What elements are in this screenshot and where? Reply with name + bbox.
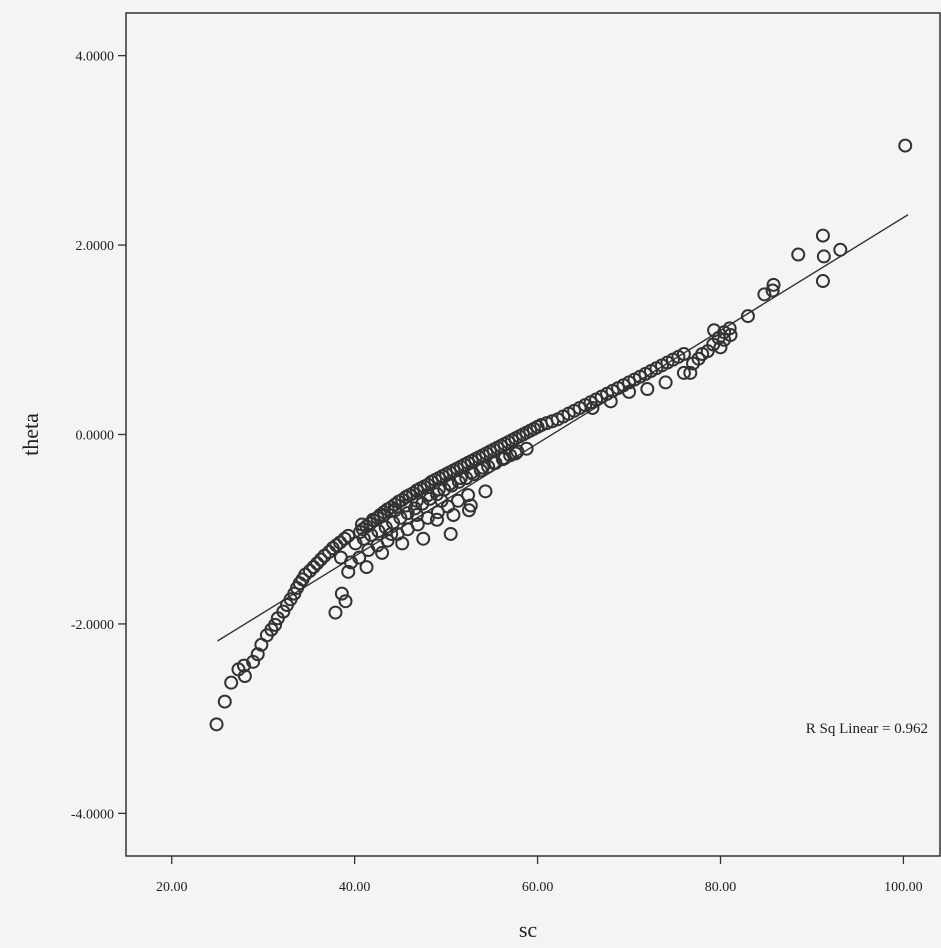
y-tick-label: 0.0000: [76, 429, 115, 444]
data-point: [519, 441, 534, 456]
data-point: [338, 594, 353, 609]
x-tick-label: 20.00: [156, 880, 188, 895]
data-point: [384, 526, 399, 541]
y-tick-label: -4.0000: [71, 807, 114, 822]
data-point: [276, 604, 291, 619]
data-point: [224, 675, 239, 690]
data-point: [585, 400, 600, 415]
data-point: [463, 498, 478, 513]
data-point: [246, 654, 261, 669]
x-tick-label: 40.00: [339, 880, 371, 895]
data-point: [740, 309, 755, 324]
data-point: [603, 394, 618, 409]
data-point: [356, 531, 371, 546]
x-tick-label: 80.00: [705, 880, 737, 895]
data-point: [409, 493, 424, 508]
data-point: [766, 277, 781, 292]
data-point: [453, 471, 468, 486]
y-tick-label: 2.0000: [76, 239, 115, 254]
data-point: [416, 531, 431, 546]
data-point: [409, 508, 424, 523]
data-point: [375, 545, 390, 560]
data-point: [236, 658, 251, 673]
data-point: [395, 536, 410, 551]
r-squared-annotation: R Sq Linear = 0.962: [806, 721, 928, 737]
points-layer: [209, 138, 913, 732]
data-point: [713, 340, 728, 355]
data-point: [341, 528, 356, 543]
data-point: [359, 560, 374, 575]
data-point: [622, 384, 637, 399]
data-point: [442, 476, 457, 491]
data-point: [302, 563, 317, 578]
data-point: [329, 538, 344, 553]
data-point: [722, 321, 737, 336]
data-point: [816, 249, 831, 264]
data-point: [341, 564, 356, 579]
x-axis-title: sc: [519, 917, 538, 942]
data-point: [443, 526, 458, 541]
data-point: [478, 484, 493, 499]
data-point: [268, 617, 283, 632]
data-point: [400, 506, 415, 521]
x-tick-label: 60.00: [522, 880, 554, 895]
data-point: [833, 242, 848, 257]
data-point: [723, 328, 738, 343]
y-tick-label: 4.0000: [76, 50, 115, 65]
regression-line: [217, 214, 909, 642]
data-point: [434, 493, 449, 508]
data-point: [306, 560, 321, 575]
x-tick-label: 100.00: [884, 880, 923, 895]
data-point: [237, 669, 252, 684]
y-axis-title: theta: [18, 413, 43, 456]
data-point: [791, 247, 806, 262]
data-point: [209, 717, 224, 732]
y-tick-label: -2.0000: [71, 618, 114, 633]
data-point: [765, 283, 780, 298]
data-point: [676, 365, 691, 380]
fit-layer: [217, 214, 909, 642]
data-point: [898, 138, 913, 153]
data-point: [410, 517, 425, 532]
data-point: [371, 524, 386, 539]
data-point: [510, 444, 525, 459]
data-point: [217, 694, 232, 709]
data-point: [364, 527, 379, 542]
data-point: [815, 228, 830, 243]
data-point: [420, 488, 435, 503]
data-point: [380, 533, 395, 548]
data-point: [658, 375, 673, 390]
data-point: [328, 605, 343, 620]
data-point: [444, 478, 459, 493]
data-point: [446, 508, 461, 523]
data-point: [313, 552, 328, 567]
data-point: [676, 346, 691, 361]
data-point: [408, 501, 423, 516]
data-point: [815, 274, 830, 289]
data-point: [352, 550, 367, 565]
data-point: [310, 556, 325, 571]
data-point: [466, 467, 481, 482]
data-point: [757, 287, 772, 302]
data-point: [683, 365, 698, 380]
data-point: [707, 323, 722, 338]
data-point: [429, 512, 444, 527]
y-axis: 4.0000 2.0000 0.0000 -2.0000 -4.0000: [71, 50, 126, 822]
data-point: [406, 486, 421, 501]
x-axis: 20.00 40.00 60.00 80.00 100.00: [156, 856, 923, 895]
data-point: [640, 382, 655, 397]
data-point: [334, 586, 349, 601]
